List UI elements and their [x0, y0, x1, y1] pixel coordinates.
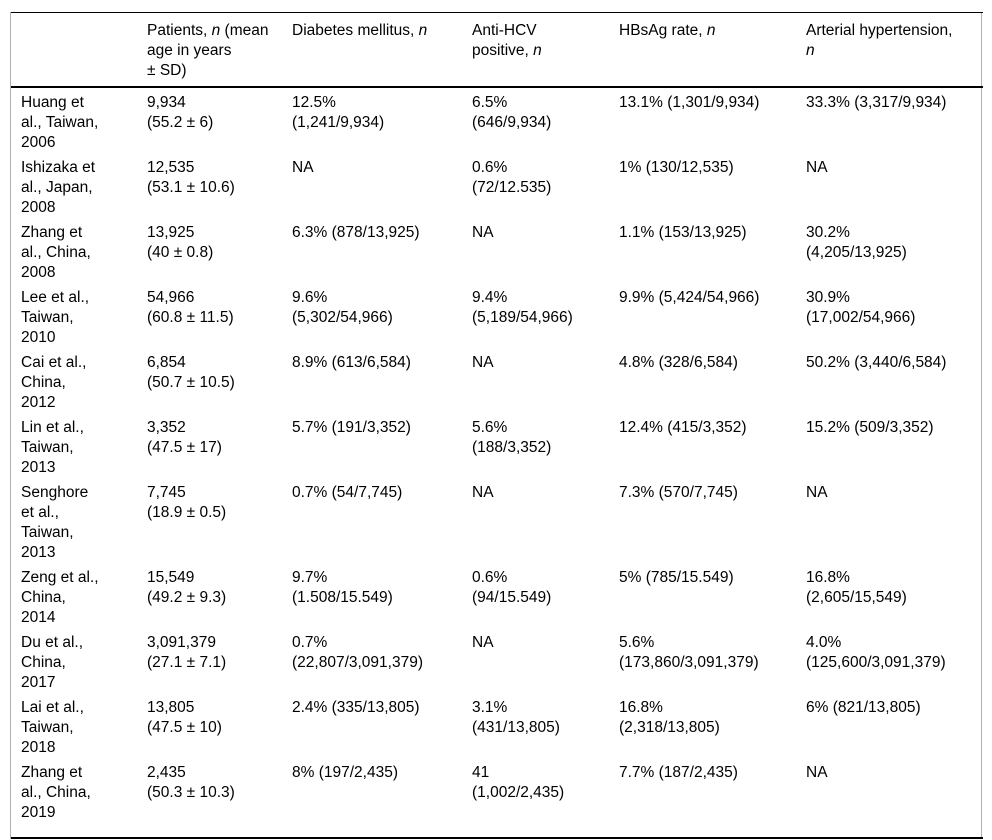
cell-patients: 13,925 (40 ± 0.8)	[147, 224, 214, 261]
cell-hbsag: 9.9% (5,424/54,966)	[619, 289, 760, 306]
cell-anti-hcv: 0.6% (94/15.549)	[472, 569, 552, 606]
cell-anti-hcv: 6.5% (646/9,934)	[472, 94, 552, 131]
table-row: Du et al., China, 2017 3,091,379 (27.1 ± …	[11, 628, 983, 693]
cell-patients: 2,435 (50.3 ± 10.3)	[147, 764, 235, 801]
cell-hypertension: 4.0% (125,600/3,091,379)	[806, 634, 946, 671]
cell-study: Senghore et al., Taiwan, 2013	[21, 484, 89, 561]
cell-patients: 13,805 (47.5 ± 10)	[147, 699, 222, 736]
header-row: Patients, n (mean age in years ± SD) Dia…	[11, 12, 983, 88]
cell-study: Lai et al., Taiwan, 2018	[21, 699, 84, 756]
cell-hbsag: 7.3% (570/7,745)	[619, 484, 738, 501]
cell-patients: 54,966 (60.8 ± 11.5)	[147, 289, 234, 326]
cell-hbsag: 13.1% (1,301/9,934)	[619, 94, 760, 111]
cell-hypertension: NA	[806, 764, 828, 781]
cell-hbsag: 5.6% (173,860/3,091,379)	[619, 634, 759, 671]
cell-hypertension: NA	[806, 159, 828, 176]
cell-patients: 6,854 (50.7 ± 10.5)	[147, 354, 235, 391]
study-table-wrapper: Patients, n (mean age in years ± SD) Dia…	[10, 12, 983, 839]
cell-study: Lee et al., Taiwan, 2010	[21, 289, 90, 346]
cell-hbsag: 1.1% (153/13,925)	[619, 224, 747, 241]
table-row: Lin et al., Taiwan, 2013 3,352 (47.5 ± 17…	[11, 413, 983, 478]
cell-anti-hcv: NA	[472, 354, 494, 371]
cell-patients: 9,934 (55.2 ± 6)	[147, 94, 214, 131]
header-cell-study	[11, 12, 137, 88]
cell-diabetes: NA	[292, 159, 314, 176]
table-row: Cai et al., China, 2012 6,854 (50.7 ± 10.…	[11, 348, 983, 413]
cell-hbsag: 12.4% (415/3,352)	[619, 419, 747, 436]
cell-diabetes: 12.5% (1,241/9,934)	[292, 94, 385, 131]
cell-hypertension: NA	[806, 484, 828, 501]
header-cell-diabetes: Diabetes mellitus, n	[282, 12, 462, 88]
cell-diabetes: 2.4% (335/13,805)	[292, 699, 420, 716]
cell-anti-hcv: 5.6% (188/3,352)	[472, 419, 552, 456]
cell-study: Huang et al., Taiwan, 2006	[21, 94, 99, 151]
cell-hbsag: 7.7% (187/2,435)	[619, 764, 738, 781]
cell-hypertension: 16.8% (2,605/15,549)	[806, 569, 907, 606]
cell-hbsag: 1% (130/12,535)	[619, 159, 734, 176]
cell-study: Ishizaka et al., Japan, 2008	[21, 159, 96, 216]
table-row: Senghore et al., Taiwan, 2013 7,745 (18.9…	[11, 478, 983, 563]
header-cell-hbsag: HBsAg rate, n	[609, 12, 796, 88]
cell-patients: 3,091,379 (27.1 ± 7.1)	[147, 634, 227, 671]
cell-patients: 7,745 (18.9 ± 0.5)	[147, 484, 227, 521]
cell-diabetes: 0.7% (54/7,745)	[292, 484, 403, 501]
table-row: Zeng et al., China, 2014 15,549 (49.2 ± 9…	[11, 563, 983, 628]
cell-study: Zhang et al., China, 2008	[21, 224, 91, 281]
cell-anti-hcv: 3.1% (431/13,805)	[472, 699, 560, 736]
cell-diabetes: 9.7% (1.508/15.549)	[292, 569, 393, 606]
cell-study: Du et al., China, 2017	[21, 634, 84, 691]
table-row: Huang et al., Taiwan, 2006 9,934 (55.2 ± …	[11, 87, 983, 153]
study-characteristics-table: Patients, n (mean age in years ± SD) Dia…	[11, 12, 983, 839]
cell-hypertension: 6% (821/13,805)	[806, 699, 921, 716]
cell-diabetes: 6.3% (878/13,925)	[292, 224, 420, 241]
cell-patients: 3,352 (47.5 ± 17)	[147, 419, 222, 456]
header-cell-patients: Patients, n (mean age in years ± SD)	[137, 12, 282, 88]
cell-hypertension: 30.9% (17,002/54,966)	[806, 289, 916, 326]
cell-anti-hcv: 9.4% (5,189/54,966)	[472, 289, 573, 326]
cell-hbsag: 4.8% (328/6,584)	[619, 354, 738, 371]
cell-patients: 12,535 (53.1 ± 10.6)	[147, 159, 235, 196]
table-header: Patients, n (mean age in years ± SD) Dia…	[11, 12, 983, 88]
cell-hypertension: 15.2% (509/3,352)	[806, 419, 934, 436]
cell-patients: 15,549 (49.2 ± 9.3)	[147, 569, 227, 606]
cell-diabetes: 9.6% (5,302/54,966)	[292, 289, 393, 326]
cell-study: Lin et al., Taiwan, 2013	[21, 419, 84, 476]
cell-anti-hcv: 0.6% (72/12.535)	[472, 159, 552, 196]
cell-study: Cai et al., China, 2012	[21, 354, 87, 411]
cell-anti-hcv: 41 (1,002/2,435)	[472, 764, 565, 801]
cell-hypertension: 50.2% (3,440/6,584)	[806, 354, 947, 371]
cell-diabetes: 8.9% (613/6,584)	[292, 354, 411, 371]
cell-study: Zhang et al., China, 2019	[21, 764, 91, 821]
cell-hypertension: 33.3% (3,317/9,934)	[806, 94, 947, 111]
cell-anti-hcv: NA	[472, 484, 494, 501]
cell-hbsag: 5% (785/15.549)	[619, 569, 734, 586]
table-row: Zhang et al., China, 2019 2,435 (50.3 ± 1…	[11, 758, 983, 838]
cell-hbsag: 16.8% (2,318/13,805)	[619, 699, 720, 736]
cell-diabetes: 8% (197/2,435)	[292, 764, 398, 781]
table-row: Lai et al., Taiwan, 2018 13,805 (47.5 ± 1…	[11, 693, 983, 758]
cell-diabetes: 5.7% (191/3,352)	[292, 419, 411, 436]
table-row: Zhang et al., China, 2008 13,925 (40 ± 0.…	[11, 218, 983, 283]
cell-hypertension: 30.2% (4,205/13,925)	[806, 224, 907, 261]
table-row: Lee et al., Taiwan, 2010 54,966 (60.8 ± 1…	[11, 283, 983, 348]
cell-diabetes: 0.7% (22,807/3,091,379)	[292, 634, 423, 671]
table-row: Ishizaka et al., Japan, 2008 12,535 (53.1…	[11, 153, 983, 218]
cell-study: Zeng et al., China, 2014	[21, 569, 99, 626]
cell-anti-hcv: NA	[472, 634, 494, 651]
cell-anti-hcv: NA	[472, 224, 494, 241]
table-body: Huang et al., Taiwan, 2006 9,934 (55.2 ± …	[11, 87, 983, 838]
header-cell-hypertension: Arterial hypertension, n	[796, 12, 983, 88]
header-cell-anti-hcv: Anti-HCV positive, n	[462, 12, 609, 88]
